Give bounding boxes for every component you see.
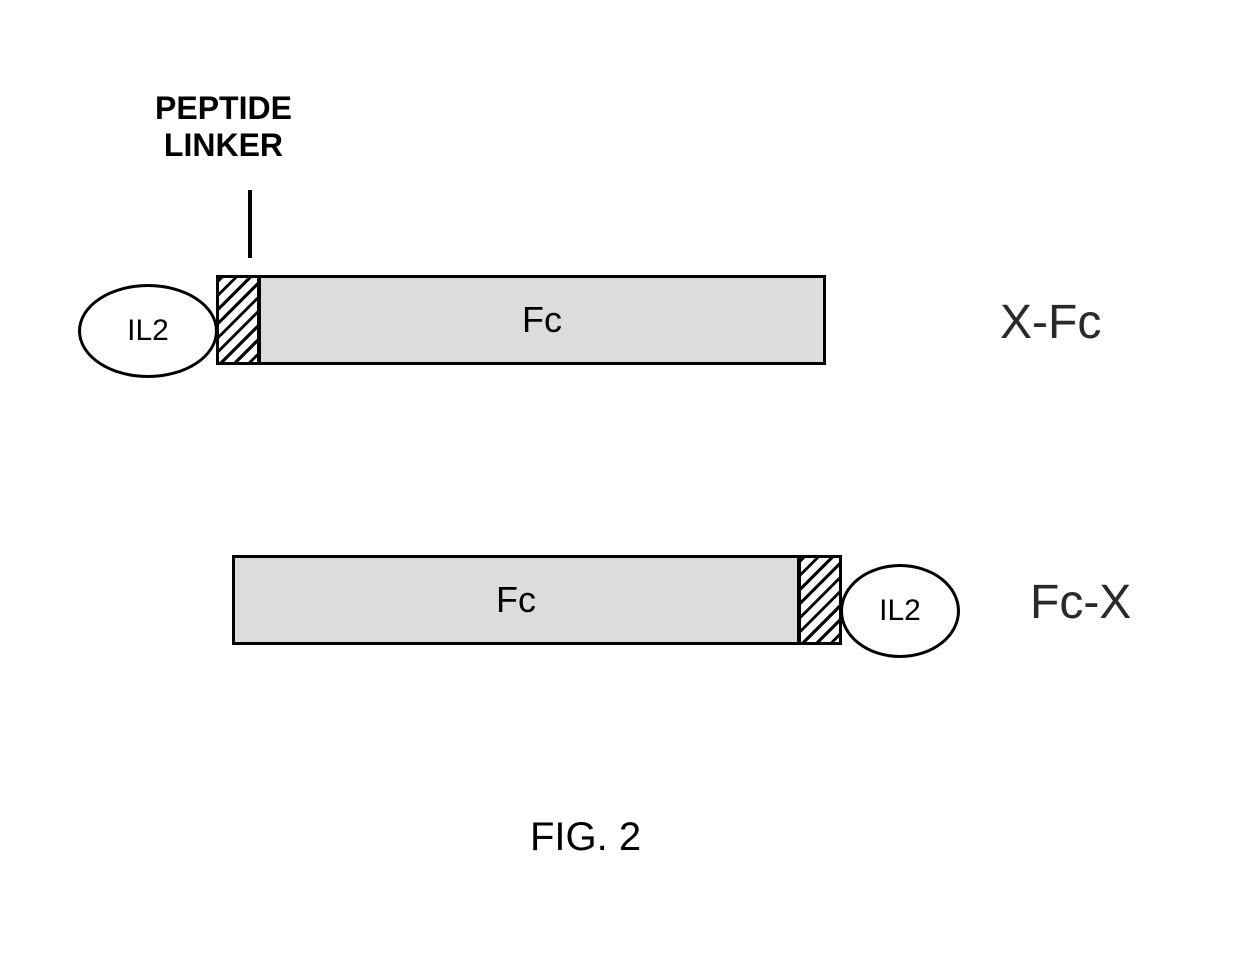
- linker-fcx: [798, 555, 842, 645]
- figure-label: FIG. 2: [530, 815, 641, 860]
- fc-box-xfc: Fc: [258, 275, 826, 365]
- fc-box-fcx: Fc: [232, 555, 800, 645]
- il2-ellipse-fcx: IL2: [840, 564, 960, 658]
- il2-label-fcx: IL2: [879, 594, 921, 628]
- il2-label-xfc: IL2: [127, 314, 169, 348]
- peptide-linker-label: PEPTIDE LINKER: [155, 90, 292, 164]
- construct-label-xfc: X-Fc: [1000, 295, 1101, 350]
- linker-xfc: [216, 275, 260, 365]
- peptide-linker-label-line1: PEPTIDE: [155, 90, 292, 127]
- construct-label-fcx: Fc-X: [1030, 575, 1131, 630]
- fc-label-xfc: Fc: [522, 299, 562, 341]
- il2-ellipse-xfc: IL2: [78, 284, 218, 378]
- peptide-linker-callout-line: [248, 190, 252, 258]
- fc-label-fcx: Fc: [496, 579, 536, 621]
- peptide-linker-label-line2: LINKER: [155, 127, 292, 164]
